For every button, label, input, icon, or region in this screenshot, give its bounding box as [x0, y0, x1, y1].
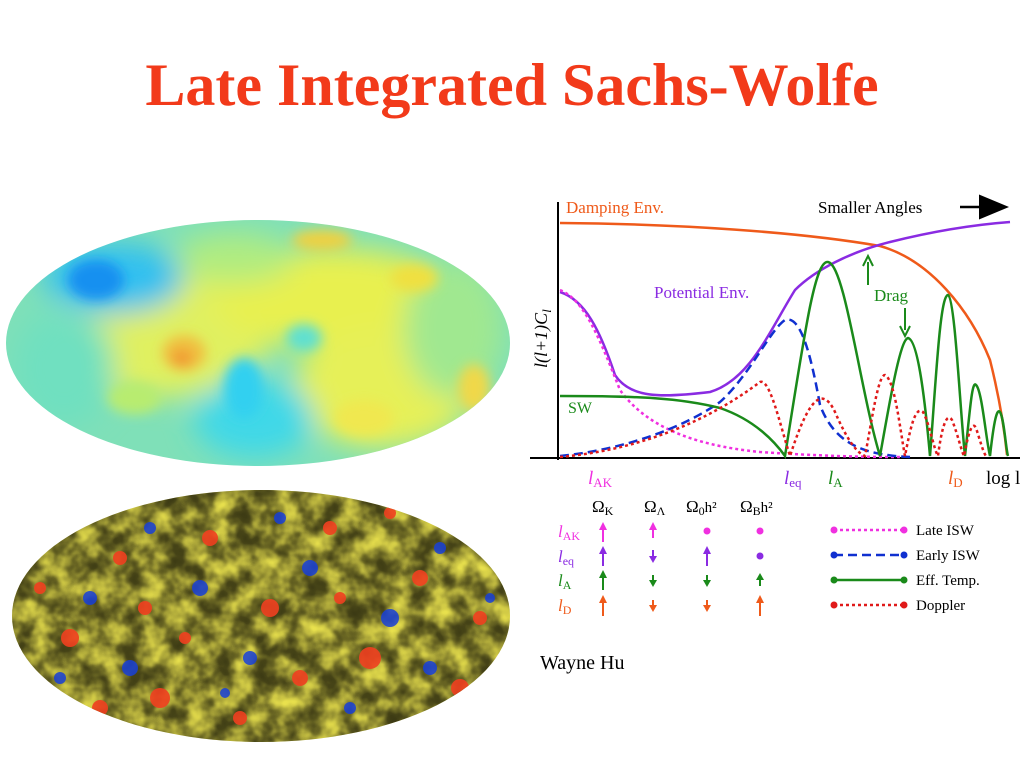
tick-l-d: lD: [948, 468, 963, 490]
legend-item-eff-temp: Eff. Temp.: [830, 573, 980, 589]
sw-label: SW: [568, 400, 593, 417]
legend-label: Late ISW: [916, 523, 975, 539]
table-header-omega-lambda: ΩΛ: [644, 497, 666, 518]
down-arrow-icon: [649, 600, 657, 612]
sky-map-large-scale: [6, 220, 510, 466]
up-arrow-icon: [756, 573, 764, 586]
legend: Late ISW Early ISW Eff. Temp. Doppler: [830, 523, 981, 614]
early-isw-curve: [559, 318, 911, 459]
up-arrow-icon: [599, 595, 607, 616]
tick-l-ak: lAK: [588, 468, 613, 490]
table-header-omega-k: ΩK: [592, 497, 614, 518]
y-axis-label: l(l+1)Cl: [531, 309, 554, 368]
parameter-dependency-table: ΩK ΩΛ Ω0h² ΩBh² lAK leq lA lD: [558, 497, 773, 617]
sky-map-small-scale: [12, 490, 510, 742]
up-arrow-icon: [599, 522, 607, 542]
drag-label: Drag: [874, 286, 908, 305]
potential-envelope-curve: [559, 220, 1011, 397]
down-arrow-icon: [703, 600, 711, 612]
author-credit: Wayne Hu: [540, 652, 625, 674]
table-row-label-l-ak: lAK: [558, 522, 580, 543]
table-row-label-l-d: lD: [558, 596, 572, 617]
up-arrow-icon: [756, 595, 764, 616]
legend-label: Eff. Temp.: [916, 573, 980, 589]
table-header-omega-b-h2: ΩBh²: [740, 497, 773, 518]
up-arrow-icon: [649, 522, 657, 538]
smaller-angles-label: Smaller Angles: [818, 198, 922, 217]
legend-item-doppler: Doppler: [830, 598, 965, 614]
damping-envelope-curve: [559, 221, 1009, 456]
drag-down-arrowhead-icon: [899, 325, 911, 339]
legend-label: Doppler: [916, 598, 965, 614]
dot-icon: [756, 527, 764, 535]
down-arrow-icon: [649, 575, 657, 587]
drag-up-arrowhead-icon: [862, 253, 874, 267]
tick-l-a: lA: [828, 468, 843, 490]
down-arrow-icon: [703, 575, 711, 587]
potential-envelope-label: Potential Env.: [654, 283, 749, 302]
damping-envelope-label: Damping Env.: [566, 198, 664, 217]
table-row-label-l-a: lA: [558, 571, 572, 592]
dot-icon: [756, 552, 764, 560]
dot-icon: [703, 527, 711, 535]
doppler-curve: [559, 373, 988, 461]
legend-item-late-isw: Late ISW: [830, 523, 975, 539]
down-arrow-icon: [649, 550, 657, 563]
up-arrow-icon: [703, 546, 711, 566]
legend-item-early-isw: Early ISW: [830, 548, 981, 564]
up-arrow-icon: [599, 546, 607, 566]
x-axis-label: log l: [986, 468, 1020, 489]
table-row-label-l-eq: leq: [558, 547, 574, 568]
tick-l-eq: leq: [784, 468, 802, 490]
up-arrow-icon: [599, 570, 607, 590]
eff-temp-curve: [559, 260, 1010, 460]
power-spectrum-diagram: l(l+1)Cl Damping Env. Smaller Angles Pot…: [530, 194, 1020, 617]
legend-label: Early ISW: [916, 548, 981, 564]
table-header-omega-0-h2: Ω0h²: [686, 497, 717, 518]
slide-title: Late Integrated Sachs-Wolfe: [145, 52, 879, 118]
